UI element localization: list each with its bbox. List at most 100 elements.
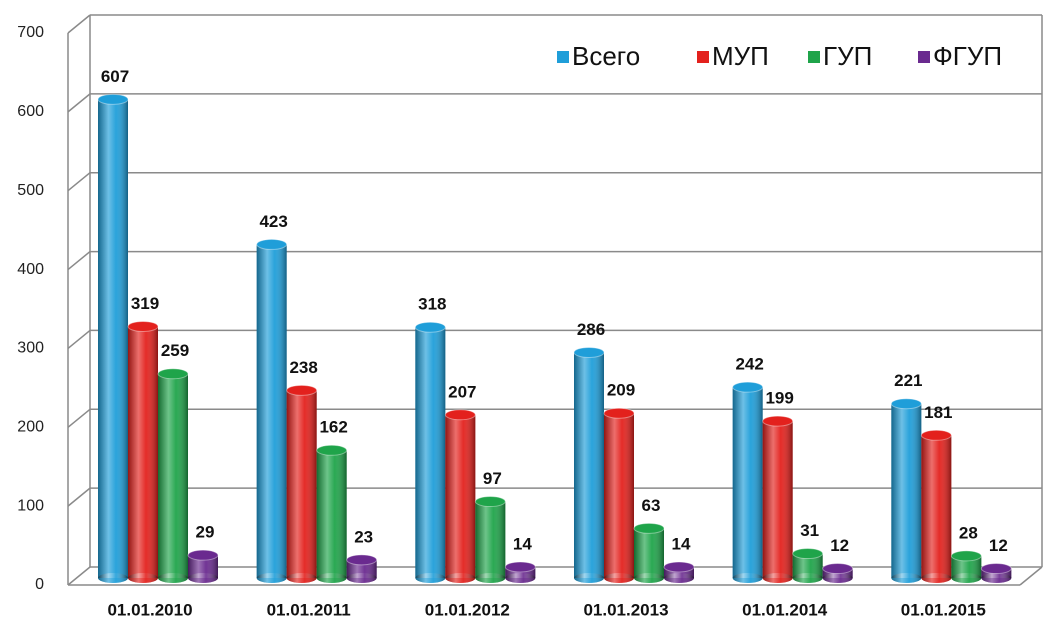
y-tick-label: 400 xyxy=(17,261,44,278)
bar-top xyxy=(950,550,982,562)
data-label: 23 xyxy=(354,527,373,546)
bar-base-shade xyxy=(346,573,377,583)
bar-top xyxy=(316,444,348,456)
bar-top xyxy=(633,522,665,534)
data-label: 97 xyxy=(483,469,502,488)
data-label: 207 xyxy=(448,382,476,401)
legend-label: МУП xyxy=(712,41,769,71)
bar-base-shade xyxy=(921,573,952,583)
data-label: 12 xyxy=(989,536,1008,555)
legend-label: Всего xyxy=(572,41,640,71)
y-tick-label: 500 xyxy=(17,182,44,199)
grid-line xyxy=(67,487,91,507)
data-label: 238 xyxy=(289,358,317,377)
bar-shade xyxy=(762,421,793,578)
bar-shade xyxy=(891,403,922,578)
bar-top xyxy=(792,548,824,560)
bar-shade xyxy=(604,413,634,578)
bar-base-shade xyxy=(158,573,188,583)
bar-shade xyxy=(98,99,128,578)
data-label: 607 xyxy=(101,67,129,86)
bar-shade xyxy=(574,352,604,578)
legend-swatch xyxy=(557,51,569,63)
data-label: 31 xyxy=(800,521,819,540)
x-tick-label: 01.01.2012 xyxy=(425,600,510,619)
bar-top xyxy=(603,407,635,419)
legend-label: ГУП xyxy=(823,41,872,71)
x-tick-label: 01.01.2011 xyxy=(267,600,351,619)
x-tick-label: 01.01.2013 xyxy=(583,600,668,619)
bar-base-shade xyxy=(188,573,218,583)
bar-shade xyxy=(188,555,218,578)
bar-base-shade xyxy=(445,573,476,583)
bar-base-shade xyxy=(415,573,446,583)
bar-top xyxy=(444,409,476,421)
data-label: 318 xyxy=(418,295,446,314)
bar-top xyxy=(157,368,189,380)
y-tick-label: 100 xyxy=(17,497,44,514)
bar-top xyxy=(822,563,854,575)
legend-swatch xyxy=(918,51,930,63)
bar-top xyxy=(732,381,764,393)
y-tick-label: 0 xyxy=(35,576,44,593)
bar-shade xyxy=(346,559,377,578)
grid-line xyxy=(67,250,91,271)
bar-shade xyxy=(505,566,536,578)
data-label: 12 xyxy=(830,536,849,555)
y-tick-label: 300 xyxy=(17,340,44,357)
grid-line xyxy=(67,566,91,586)
bar-base-shade xyxy=(98,573,128,583)
bar-shade xyxy=(128,326,158,578)
bar-base-shade xyxy=(981,573,1012,583)
bar-top xyxy=(920,429,952,441)
bar-base-shade xyxy=(574,573,604,583)
bar-shade xyxy=(732,387,763,578)
x-tick-label: 01.01.2015 xyxy=(901,600,986,619)
bar-base-shade xyxy=(891,573,922,583)
data-label: 181 xyxy=(924,403,952,422)
bar-base-shade xyxy=(792,573,823,583)
data-label: 199 xyxy=(765,389,793,408)
bar-base-shade xyxy=(664,573,694,583)
bar-top xyxy=(504,561,536,573)
data-label: 423 xyxy=(259,212,287,231)
data-label: 162 xyxy=(319,418,347,437)
bar-top xyxy=(187,549,219,561)
data-label: 209 xyxy=(607,381,635,400)
bar-top xyxy=(663,561,695,573)
bar-top xyxy=(97,93,129,105)
bar-base-shade xyxy=(505,573,536,583)
x-tick-label: 01.01.2014 xyxy=(742,600,828,619)
bar-shade xyxy=(634,528,664,578)
bar-shade xyxy=(158,373,188,578)
x-tick-label: 01.01.2010 xyxy=(107,600,192,619)
bar-shade xyxy=(921,435,952,578)
bar-top xyxy=(414,321,446,333)
data-label: 28 xyxy=(959,523,978,542)
bar-base-shade xyxy=(316,573,347,583)
grid-line xyxy=(67,408,91,428)
bar-shade xyxy=(445,414,476,578)
bar-top xyxy=(286,384,318,396)
grid-line xyxy=(67,172,91,192)
bar-top xyxy=(256,238,288,250)
data-label: 14 xyxy=(672,534,691,553)
bar-base-shade xyxy=(604,573,634,583)
bar-base-shade xyxy=(822,573,853,583)
bar-top xyxy=(980,563,1012,575)
bar-base-shade xyxy=(762,573,793,583)
data-label: 286 xyxy=(577,320,605,339)
bar-top xyxy=(474,496,506,508)
legend-label: ФГУП xyxy=(933,41,1002,71)
bar-base-shade xyxy=(256,573,287,583)
legend-swatch xyxy=(808,51,820,63)
bar-base-shade xyxy=(128,573,158,583)
bar-base-shade xyxy=(475,573,506,583)
bar-top xyxy=(346,554,378,566)
grid-line xyxy=(67,14,91,34)
bar-top xyxy=(890,398,922,410)
bar-shade xyxy=(475,501,506,578)
bar-shade xyxy=(664,566,694,578)
grid-line xyxy=(67,329,91,350)
